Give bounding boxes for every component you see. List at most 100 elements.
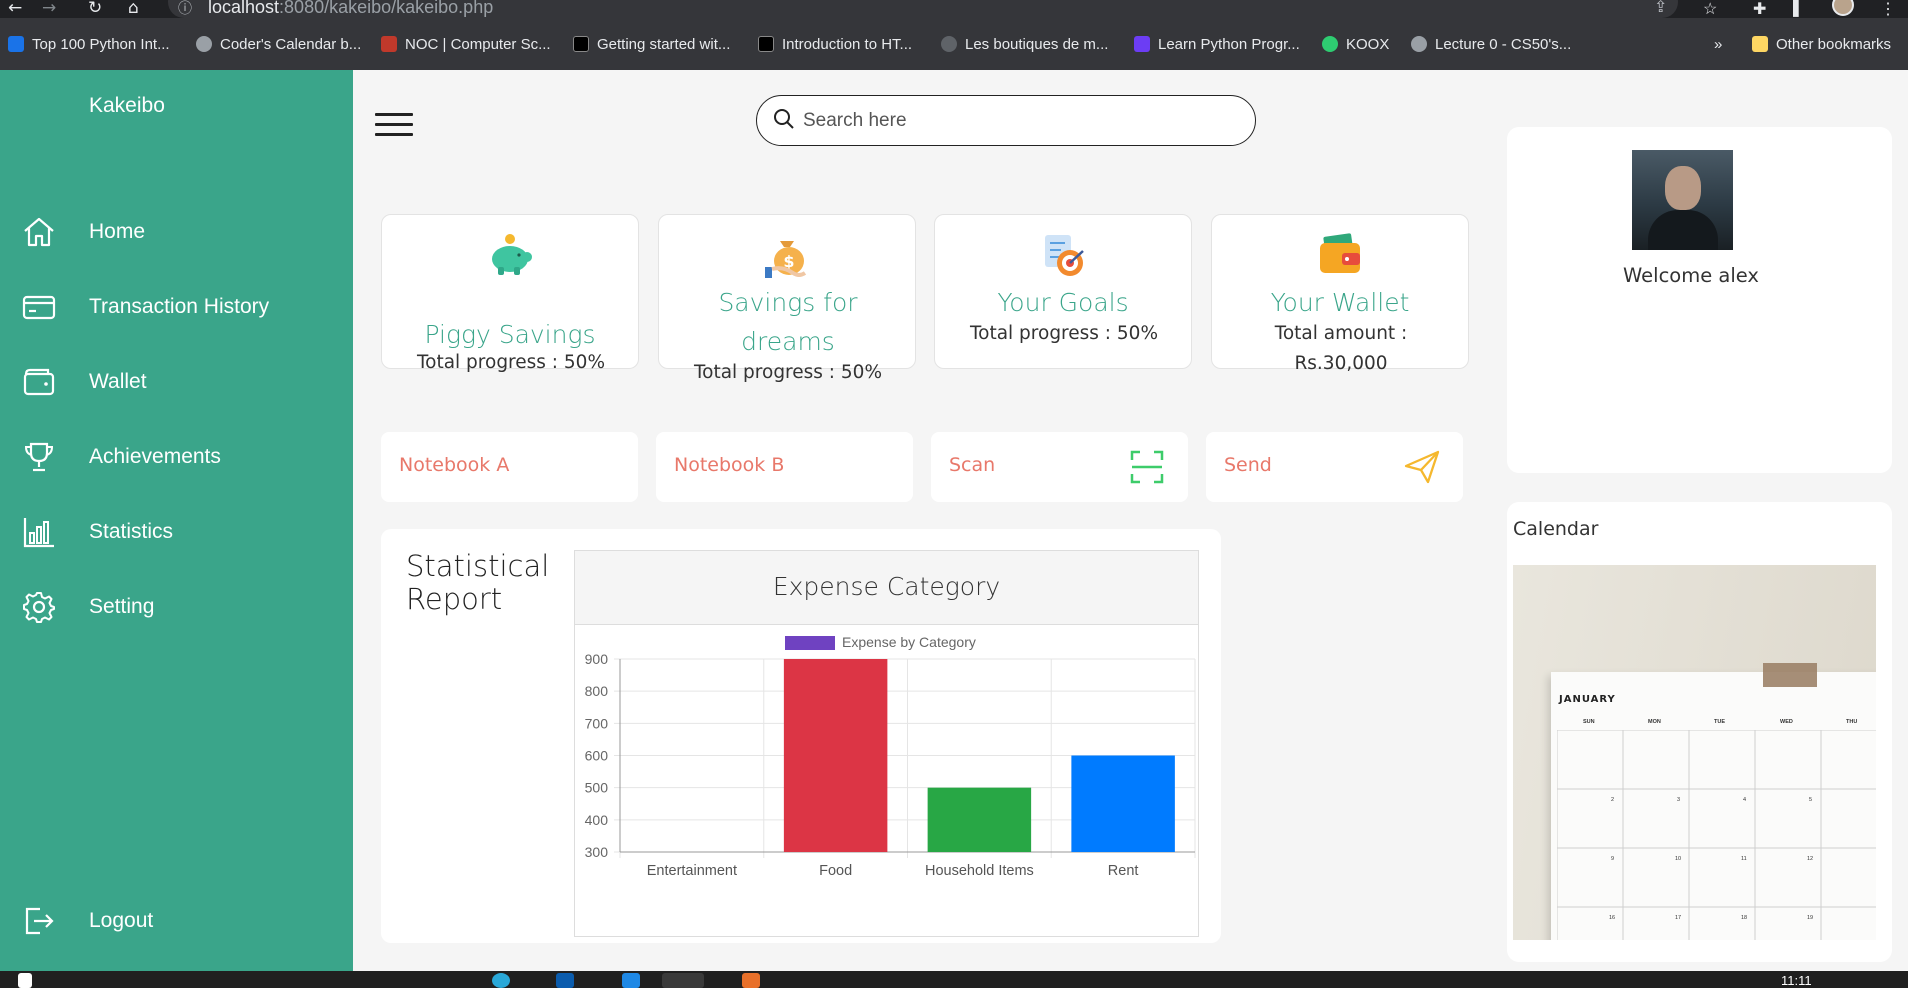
bookmarks-bar: Top 100 Python Int... Coder's Calendar b… bbox=[0, 18, 1908, 70]
y-tick-label: 300 bbox=[585, 844, 609, 860]
wallet-icon bbox=[23, 368, 55, 396]
bookmark-item[interactable]: Coder's Calendar b... bbox=[196, 34, 361, 54]
taskbar-app-icon[interactable] bbox=[492, 973, 510, 988]
calendar-day-header: TUE bbox=[1714, 719, 1725, 725]
search-input[interactable] bbox=[803, 106, 1233, 136]
expense-bar-chart: Expense by Category 300 400 500 600 700 800 900… bbox=[585, 634, 1196, 879]
sidebar-item-statistics[interactable]: Statistics bbox=[0, 503, 353, 561]
home-browser-icon[interactable]: ⌂ bbox=[128, 0, 139, 18]
calendar-title: Calendar bbox=[1513, 518, 1599, 540]
sidebar-item-setting[interactable]: Setting bbox=[0, 578, 353, 636]
sidebar-item-label: Home bbox=[89, 220, 146, 243]
calendar-grid bbox=[1557, 730, 1876, 940]
sidebar-item-achievements[interactable]: Achievements bbox=[0, 428, 353, 486]
calendar-day-header: SUN bbox=[1583, 719, 1595, 725]
hamburger-menu-icon[interactable] bbox=[375, 113, 413, 137]
piggy-bank-icon bbox=[492, 234, 532, 275]
gear-icon bbox=[23, 592, 55, 623]
address-bar[interactable]: ⓘ localhost:8080/kakeibo/kakeibo.php ⇪ bbox=[168, 0, 1678, 18]
bookmark-item[interactable]: Introduction to HT... bbox=[758, 34, 912, 54]
card-savings-for-dreams[interactable]: $ Savings for dreams Total progress : 50… bbox=[658, 214, 916, 383]
menu-kebab-icon[interactable]: ⋮ bbox=[1880, 1, 1896, 18]
notebook-b-button[interactable]: Notebook B bbox=[656, 432, 913, 502]
profile-avatar-icon[interactable] bbox=[1832, 0, 1854, 16]
sidebar-item-wallet[interactable]: Wallet bbox=[0, 353, 353, 411]
card-title: Your Wallet bbox=[1270, 288, 1410, 317]
avatar[interactable] bbox=[1632, 150, 1733, 250]
card-icon bbox=[22, 295, 56, 320]
calendar-date: 2 bbox=[1611, 797, 1615, 803]
home-icon bbox=[24, 217, 54, 247]
sidebar-item-transaction-history[interactable]: Transaction History bbox=[0, 278, 353, 336]
action-label: Scan bbox=[949, 454, 996, 476]
bar-rent bbox=[1071, 755, 1175, 852]
legend-label: Expense by Category bbox=[842, 634, 976, 650]
card-title: Savings for dreams bbox=[718, 288, 858, 356]
bookmark-item[interactable]: Getting started wit... bbox=[573, 34, 730, 54]
card-subtitle: Total progress : 50% bbox=[969, 323, 1159, 344]
y-tick-label: 800 bbox=[585, 683, 609, 699]
folder-icon bbox=[1752, 36, 1768, 52]
site-info-icon[interactable]: ⓘ bbox=[178, 0, 192, 16]
bookmark-item[interactable]: KOOX bbox=[1322, 34, 1389, 54]
report-title: Statistical Report bbox=[406, 549, 550, 616]
bookmark-favicon-icon bbox=[1134, 36, 1150, 52]
wallet-color-icon bbox=[1320, 233, 1360, 273]
logout-icon bbox=[25, 907, 54, 935]
calendar-date: 3 bbox=[1677, 797, 1681, 803]
back-icon[interactable]: ← bbox=[8, 0, 23, 18]
search-bar[interactable] bbox=[756, 95, 1256, 146]
logout-label: Logout bbox=[89, 909, 154, 932]
taskbar-app-icon[interactable] bbox=[742, 973, 760, 988]
os-taskbar: 11:11 bbox=[0, 971, 1908, 988]
bookmark-item[interactable]: Les boutiques de m... bbox=[941, 34, 1108, 54]
y-tick-label: 500 bbox=[585, 780, 609, 796]
card-subtitle: Total amount : Rs.30,000 bbox=[1274, 323, 1408, 374]
brand-name: Kakeibo bbox=[89, 94, 165, 117]
calendar-date: 10 bbox=[1675, 856, 1682, 862]
side-panel-icon[interactable]: ▌ bbox=[1793, 0, 1805, 16]
reload-icon[interactable]: ↻ bbox=[88, 0, 103, 18]
taskbar-chrome-icon[interactable] bbox=[662, 973, 704, 988]
card-piggy-savings[interactable]: Piggy Savings Total progress : 50% bbox=[381, 214, 639, 373]
scan-button[interactable]: Scan bbox=[931, 432, 1188, 502]
chart-header: Expense Category bbox=[575, 551, 1198, 625]
more-bookmarks-button[interactable]: » bbox=[1714, 35, 1723, 53]
x-tick-label: Household Items bbox=[925, 863, 1034, 879]
bookmark-item[interactable]: NOC | Computer Sc... bbox=[381, 34, 551, 54]
sidebar-item-label: Transaction History bbox=[89, 295, 270, 318]
card-your-goals[interactable]: Your Goals Total progress : 50% bbox=[934, 214, 1192, 369]
logout-button[interactable]: Logout bbox=[0, 892, 353, 950]
taskbar-app-icon[interactable] bbox=[622, 973, 640, 988]
scan-icon bbox=[1130, 450, 1164, 484]
sidebar-item-label: Achievements bbox=[89, 445, 221, 468]
action-label: Send bbox=[1224, 454, 1272, 476]
forward-icon[interactable]: → bbox=[42, 0, 57, 18]
sidebar: Kakeibo Home Transaction History Wallet … bbox=[0, 70, 353, 971]
windows-start-icon[interactable] bbox=[18, 973, 32, 988]
x-tick-label: Food bbox=[819, 863, 852, 879]
calendar-day-header: WED bbox=[1780, 719, 1793, 725]
calendar-date: 12 bbox=[1807, 856, 1814, 862]
extensions-icon[interactable]: ✚ bbox=[1753, 1, 1767, 18]
send-button[interactable]: Send bbox=[1206, 432, 1463, 502]
other-bookmarks-folder[interactable]: Other bookmarks bbox=[1752, 34, 1891, 54]
bookmark-item[interactable]: Top 100 Python Int... bbox=[8, 34, 170, 54]
calendar-paper: JANUARY SUN MON TUE WED THU 2 3 4 5 9 10 bbox=[1551, 672, 1876, 940]
bookmark-item[interactable]: Lecture 0 - CS50's... bbox=[1411, 34, 1571, 54]
card-your-wallet[interactable]: Your Wallet Total amount : Rs.30,000 bbox=[1211, 214, 1469, 374]
calendar-date: 16 bbox=[1609, 915, 1616, 921]
notebook-a-button[interactable]: Notebook A bbox=[381, 432, 638, 502]
bookmark-favicon-icon bbox=[381, 36, 397, 52]
trophy-icon bbox=[24, 442, 54, 472]
medium-icon bbox=[758, 36, 774, 52]
sidebar-item-label: Statistics bbox=[89, 520, 174, 543]
taskbar-app-icon[interactable] bbox=[556, 973, 574, 988]
share-icon[interactable]: ⇪ bbox=[1654, 0, 1668, 16]
sidebar-item-home[interactable]: Home bbox=[0, 203, 353, 261]
bookmark-star-icon[interactable]: ☆ bbox=[1703, 1, 1718, 18]
money-bag-icon: $ bbox=[765, 241, 807, 278]
statistical-report-panel: Statistical Report Expense Category Expe… bbox=[381, 529, 1221, 943]
bookmark-item[interactable]: Learn Python Progr... bbox=[1134, 34, 1300, 54]
y-tick-label: 900 bbox=[585, 651, 609, 667]
